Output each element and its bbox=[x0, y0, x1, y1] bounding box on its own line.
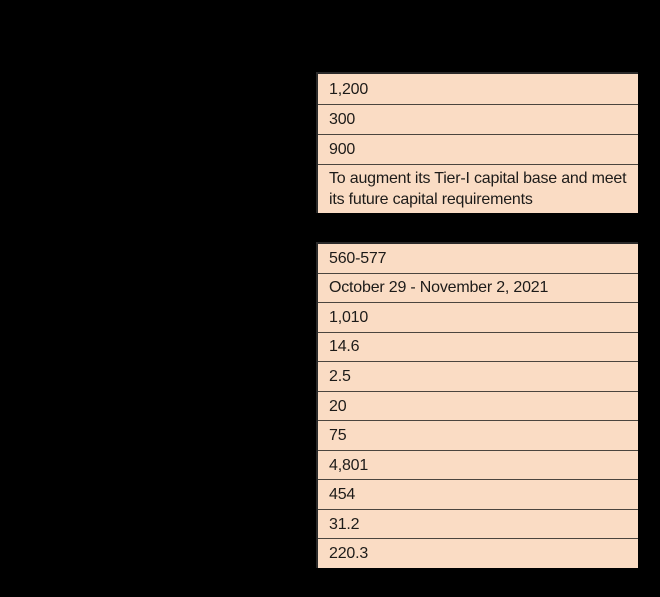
table-row: 454 bbox=[318, 479, 638, 509]
cell-value: 4,801 bbox=[329, 456, 369, 474]
cell-value: 1,010 bbox=[329, 308, 369, 326]
table-row: 900 bbox=[318, 134, 638, 164]
table-row: 560-577 bbox=[318, 244, 638, 273]
cell-value: 454 bbox=[329, 486, 356, 504]
top-values-table: 1,200 300 900 To augment its Tier-I capi… bbox=[316, 72, 638, 213]
cell-value: 20 bbox=[329, 397, 347, 415]
cell-value: 14.6 bbox=[329, 338, 360, 356]
cell-value: 1,200 bbox=[329, 80, 369, 98]
table-row: 75 bbox=[318, 420, 638, 450]
cell-value: 560-577 bbox=[329, 249, 387, 267]
cell-value: 300 bbox=[329, 111, 356, 128]
table-row: 2.5 bbox=[318, 361, 638, 391]
table-row: 20 bbox=[318, 390, 638, 421]
table-row: 4,801 bbox=[318, 449, 638, 480]
cell-value: 220.3 bbox=[329, 545, 369, 563]
cell-value: To augment its Tier-I capital base and m… bbox=[329, 170, 627, 208]
table-row: 1,200 bbox=[318, 74, 638, 104]
cell-value: October 29 - November 2, 2021 bbox=[329, 279, 549, 297]
table-row: October 29 - November 2, 2021 bbox=[318, 272, 638, 303]
cell-value: 900 bbox=[329, 141, 356, 158]
cell-value: 2.5 bbox=[329, 367, 351, 385]
cell-value: 75 bbox=[329, 427, 347, 445]
table-row: To augment its Tier-I capital base and m… bbox=[318, 164, 638, 213]
table-row: 1,010 bbox=[318, 302, 638, 332]
table-row: 14.6 bbox=[318, 331, 638, 362]
table-row: 220.3 bbox=[318, 538, 638, 568]
table-row: 300 bbox=[318, 104, 638, 134]
cell-value: 31.2 bbox=[329, 515, 360, 533]
bottom-values-table: 560-577 October 29 - November 2, 2021 1,… bbox=[316, 242, 638, 568]
table-row: 31.2 bbox=[318, 508, 638, 539]
